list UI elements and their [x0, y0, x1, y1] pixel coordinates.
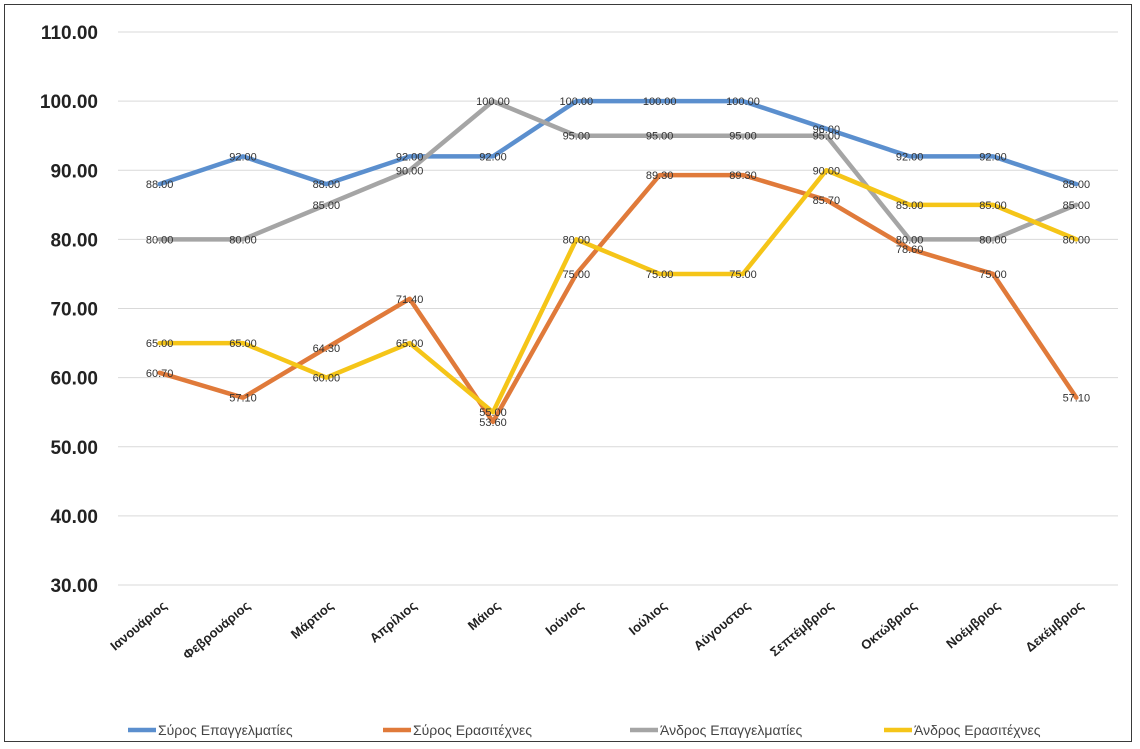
- x-tick-label: Οκτώβριος: [858, 598, 920, 653]
- y-axis-ticks: 30.00 40.00 50.00 60.00 70.00 80.00 90.00 100.0…: [40, 23, 98, 597]
- x-tick-label: Ιούνιος: [542, 598, 586, 638]
- data-label: 80.00: [896, 234, 924, 246]
- data-label: 92.00: [229, 151, 257, 163]
- data-label: 80.00: [146, 234, 174, 246]
- data-label: 57.10: [229, 393, 257, 405]
- y-tick-label: 30.00: [50, 576, 98, 597]
- gridlines: [118, 31, 1118, 586]
- data-label: 85.70: [813, 195, 841, 207]
- y-tick-label: 110.00: [41, 23, 98, 44]
- series-line: [157, 172, 1079, 425]
- x-tick-label: Αύγουστος: [691, 598, 753, 654]
- data-label: 85.00: [313, 200, 341, 212]
- data-label: 95.00: [813, 131, 841, 143]
- data-label: 90.00: [813, 165, 841, 177]
- data-label: 60.70: [146, 368, 174, 380]
- series-line: [157, 98, 1079, 242]
- series-line: [157, 168, 1079, 415]
- data-label: 95.00: [729, 131, 757, 143]
- data-label: 100.00: [560, 96, 594, 108]
- data-label: 75.00: [979, 269, 1007, 281]
- y-tick-label: 100.00: [40, 92, 98, 113]
- x-axis-ticks: Ιανουάριος Φεβρουάριος Μάρτιος Απρίλιος Μάιο…: [107, 598, 1086, 663]
- y-tick-label: 40.00: [50, 507, 98, 528]
- data-label: 92.00: [479, 151, 507, 163]
- data-label: 65.00: [229, 338, 257, 350]
- data-label: 95.00: [646, 131, 674, 143]
- y-tick-label: 50.00: [50, 438, 98, 459]
- data-label: 75.00: [646, 269, 674, 281]
- data-label: 64.30: [313, 343, 341, 355]
- data-label: 100.00: [476, 96, 510, 108]
- data-label: 80.00: [1063, 234, 1091, 246]
- data-label: 88.00: [1063, 179, 1091, 191]
- chart-frame: [4, 4, 1132, 742]
- data-label: 85.00: [979, 200, 1007, 212]
- x-tick-label: Δεκέμβριος: [1022, 598, 1086, 655]
- x-tick-label: Μάρτιος: [288, 598, 337, 642]
- data-label: 96.00: [813, 124, 841, 136]
- legend-label: Σύρος Ερασιτέχνες: [413, 722, 532, 738]
- data-label: 75.00: [729, 269, 757, 281]
- data-label: 100.00: [643, 96, 677, 108]
- y-tick-label: 70.00: [50, 300, 98, 321]
- x-tick-label: Σεπτέμβριος: [767, 598, 836, 660]
- data-label: 80.00: [979, 234, 1007, 246]
- data-label: 85.00: [1063, 200, 1091, 212]
- data-label: 92.00: [896, 151, 924, 163]
- series-lines: [157, 98, 1079, 425]
- data-label: 55.00: [479, 407, 507, 419]
- data-label: 57.10: [1063, 393, 1091, 405]
- data-label: 78.60: [896, 244, 924, 256]
- data-label: 92.00: [396, 151, 424, 163]
- data-label: 65.00: [146, 338, 174, 350]
- x-tick-label: Μάιος: [465, 598, 503, 634]
- legend-label: Σύρος Επαγγελματίες: [158, 722, 293, 738]
- data-label: 89.30: [729, 170, 757, 182]
- y-tick-label: 90.00: [50, 161, 98, 182]
- y-tick-label: 60.00: [50, 369, 98, 390]
- data-label: 85.00: [896, 200, 924, 212]
- x-tick-label: Ιούλιος: [626, 598, 670, 638]
- x-tick-label: Απρίλιος: [367, 598, 420, 646]
- y-tick-label: 80.00: [50, 230, 98, 251]
- x-tick-label: Ιανουάριος: [107, 598, 169, 654]
- data-label: 65.00: [396, 338, 424, 350]
- data-label: 88.00: [146, 179, 174, 191]
- data-label: 75.00: [563, 269, 591, 281]
- legend-label: Άνδρος Επαγγελματίες: [660, 722, 802, 738]
- data-label: 71.40: [396, 294, 424, 306]
- data-label: 89.30: [646, 170, 674, 182]
- data-label: 90.00: [396, 165, 424, 177]
- data-label: 95.00: [563, 131, 591, 143]
- data-label: 80.00: [563, 234, 591, 246]
- data-label: 60.00: [313, 373, 341, 385]
- legend-label: Άνδρος Ερασιτέχνες: [914, 722, 1041, 738]
- data-label: 53.60: [479, 417, 507, 429]
- series-line: [157, 98, 1079, 187]
- legend: Σύρος Επαγγελματίες Σύρος Ερασιτέχνες Άνδρ…: [128, 722, 1041, 738]
- data-label: 100.00: [726, 96, 760, 108]
- data-label: 92.00: [979, 151, 1007, 163]
- x-tick-label: Νοέμβριος: [943, 598, 1003, 652]
- x-tick-label: Φεβρουάριος: [180, 598, 253, 663]
- data-label: 88.00: [313, 179, 341, 191]
- data-labels: 88.00 92.00 88.00 92.00 92.00 100.00 100.00 100…: [146, 96, 1090, 429]
- data-label: 80.00: [229, 234, 257, 246]
